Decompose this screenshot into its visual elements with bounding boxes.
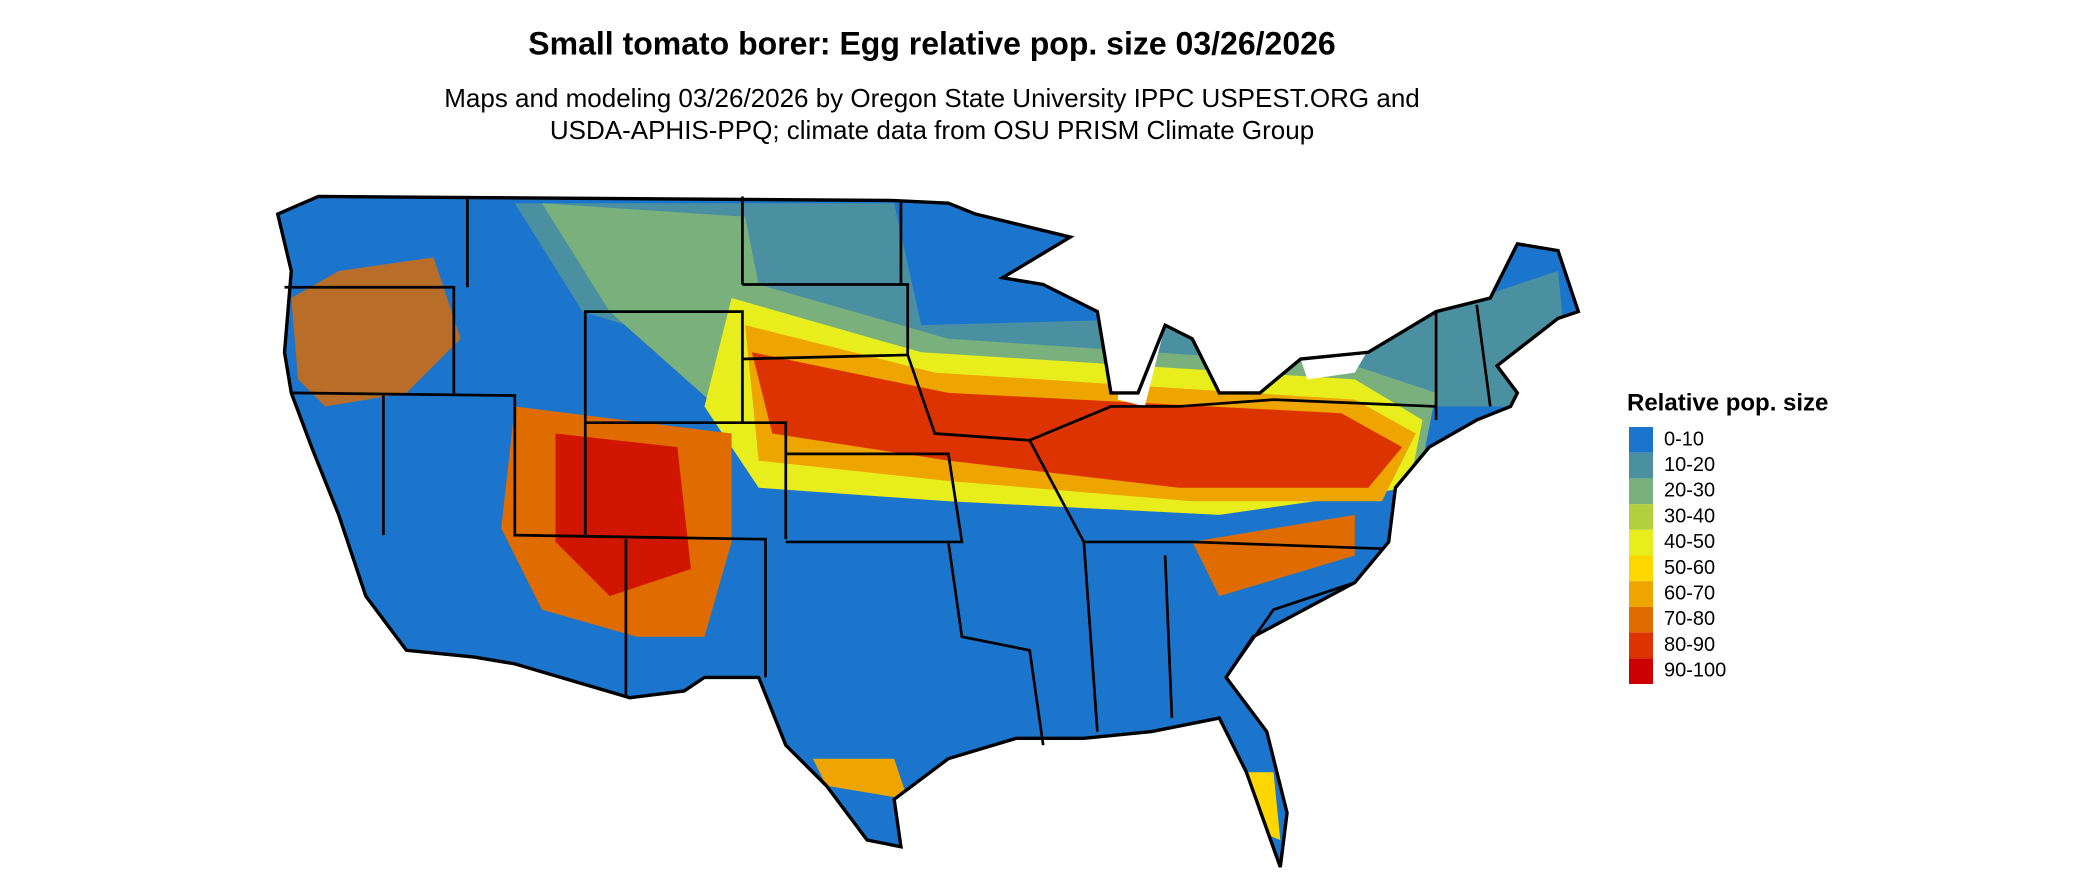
legend-label: 30-40 xyxy=(1664,505,1715,527)
legend-label: 10-20 xyxy=(1664,454,1715,476)
lake xyxy=(1056,243,1369,407)
legend-swatch xyxy=(1629,478,1653,505)
legend-label: 20-30 xyxy=(1664,480,1715,502)
legend-label: 40-50 xyxy=(1664,531,1715,553)
legend-swatch xyxy=(1629,427,1653,453)
zone xyxy=(1226,772,1281,840)
zone xyxy=(555,433,691,597)
legend-label: 90-100 xyxy=(1664,660,1726,682)
subtitle: Maps and modeling 03/26/2026 by Oregon S… xyxy=(444,83,1420,113)
legend-title: Relative pop. size xyxy=(1627,389,1828,416)
legend-label: 80-90 xyxy=(1664,634,1715,656)
legend-swatch xyxy=(1629,606,1653,633)
title: Small tomato borer: Egg relative pop. si… xyxy=(528,25,1335,61)
subtitle: USDA-APHIS-PPQ; climate data from OSU PR… xyxy=(550,115,1314,145)
legend-label: 50-60 xyxy=(1664,557,1715,579)
legend-label: 0-10 xyxy=(1664,428,1704,450)
map xyxy=(276,194,1581,869)
legend-swatch xyxy=(1629,555,1653,582)
state-borders xyxy=(284,196,1492,746)
zone xyxy=(291,257,461,407)
legend-swatch xyxy=(1629,658,1653,684)
zone xyxy=(812,758,908,800)
legend-swatch xyxy=(1629,581,1653,607)
legend-swatch xyxy=(1629,504,1653,530)
legend-swatch xyxy=(1629,529,1653,556)
legend-swatch xyxy=(1629,632,1653,659)
legend-label: 60-70 xyxy=(1664,582,1715,604)
legend-swatch xyxy=(1629,452,1653,479)
legend: 0-10 10-20 20-30 30-40 40-50 50-60 60-70 70-80 8… xyxy=(1629,427,1726,684)
legend-label: 70-80 xyxy=(1664,608,1715,630)
